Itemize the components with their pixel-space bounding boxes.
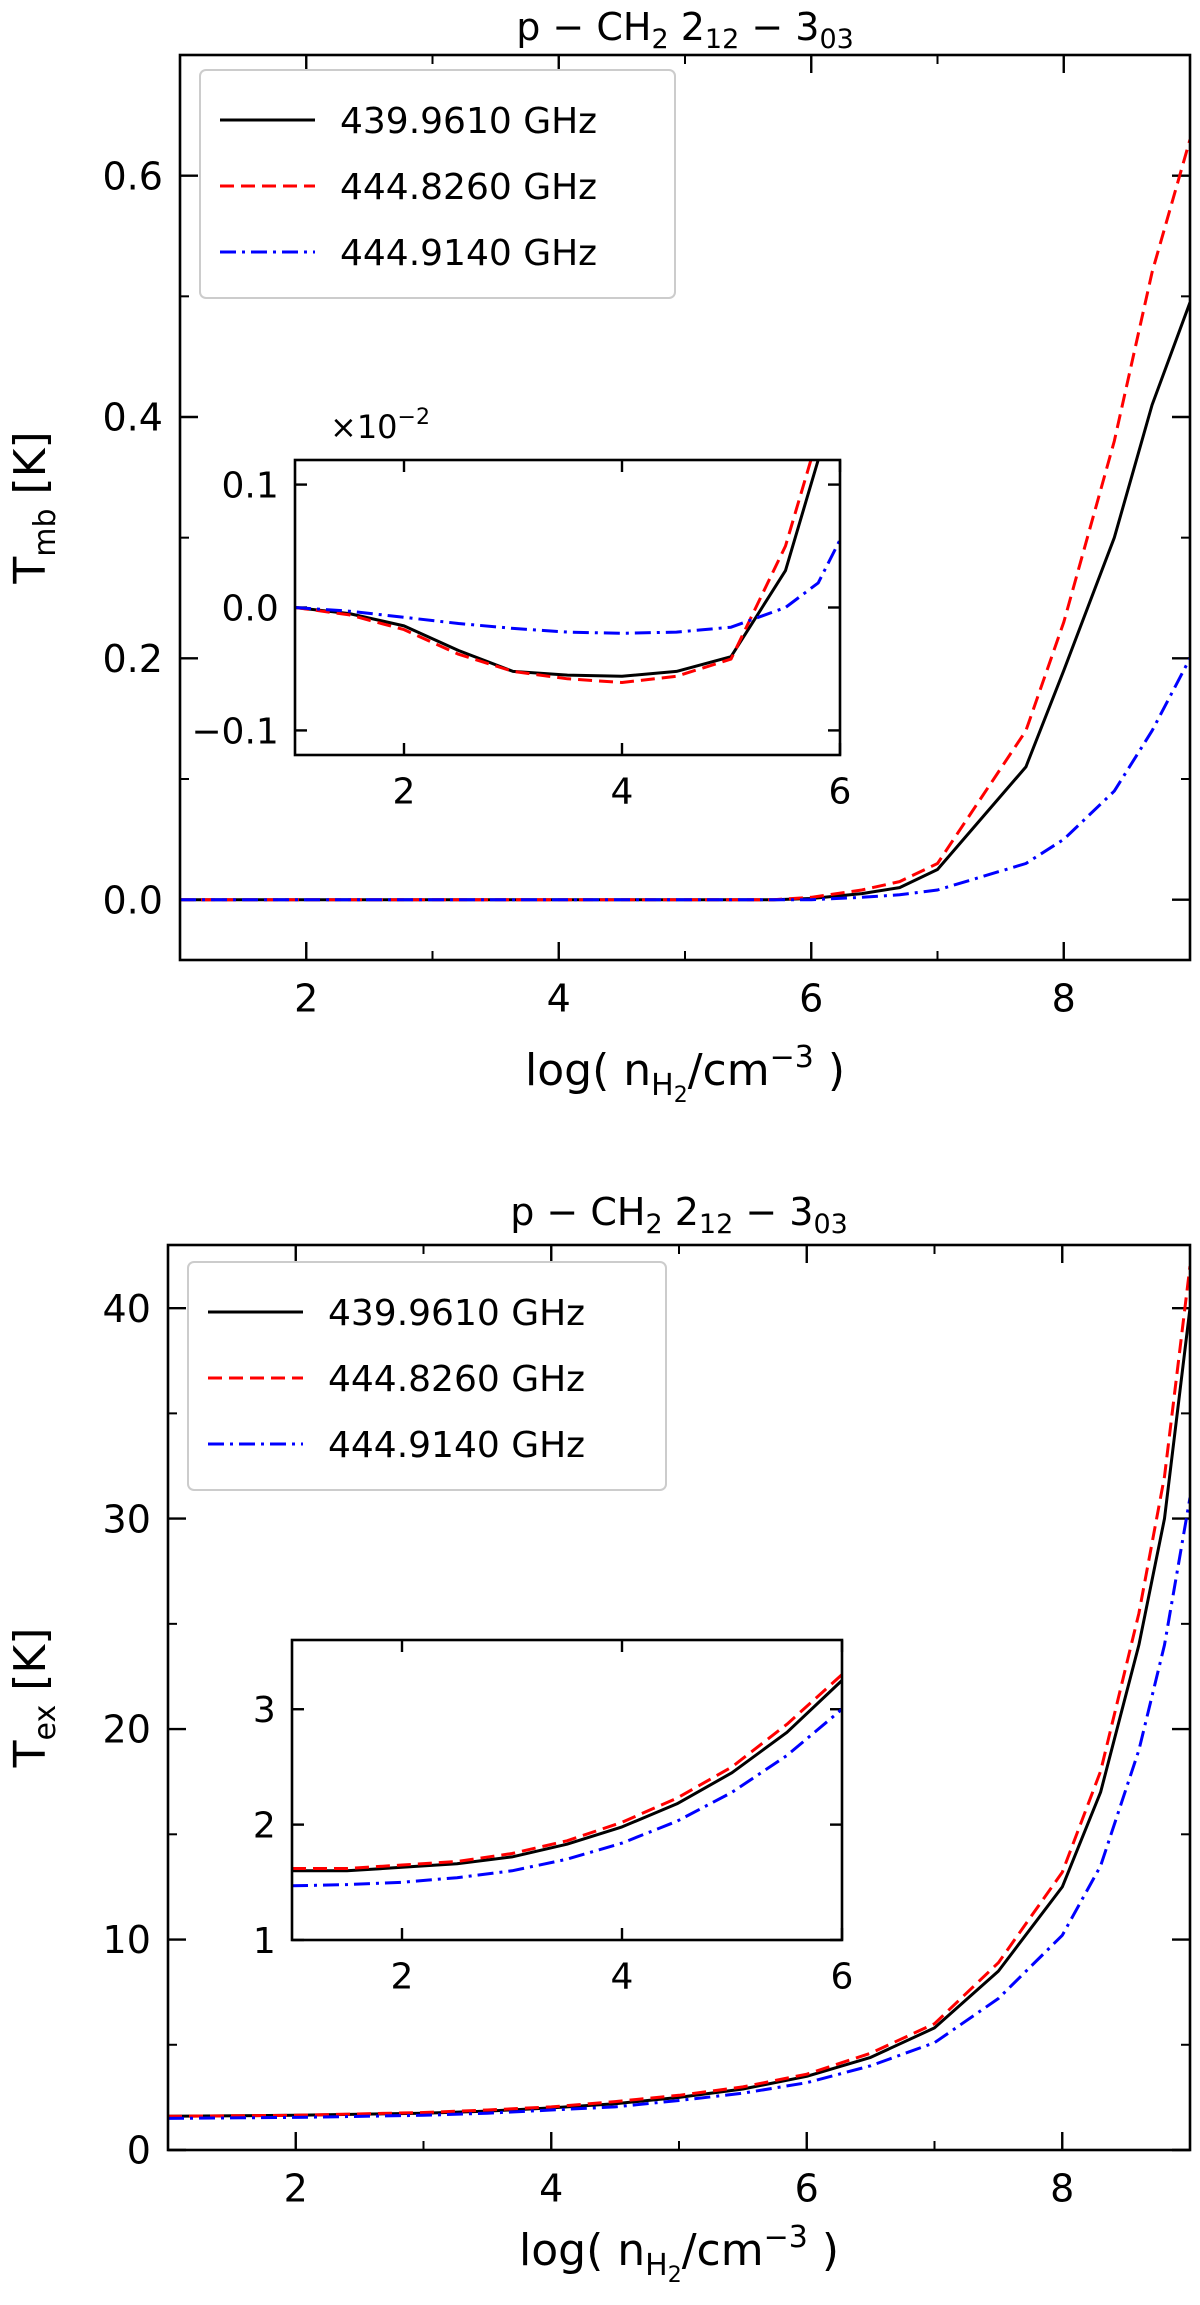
inset-scale-label: ×10−2 [330, 405, 430, 446]
main-x-tick-label: 8 [1050, 2166, 1074, 2210]
main-x-tick-label: 6 [799, 976, 823, 1020]
main-x-tick-label: 4 [539, 2166, 563, 2210]
inset-x-tick-label: 2 [393, 772, 416, 813]
chart-title: p − CH2 212 − 303 [510, 1190, 848, 1240]
inset-y-tick-label: −0.1 [191, 711, 278, 752]
main-y-tick-label: 0.4 [102, 396, 162, 440]
main-y-tick-label: 40 [103, 1287, 151, 1331]
plot-frame [166, 1243, 1192, 2152]
inset-tex-series-line-1 [292, 1679, 842, 1873]
legend: 439.9610 GHz 444.8260 GHz 444.9140 GHz [187, 1261, 667, 1491]
x-axis-label: log( nH2/cm−3 ) [525, 1040, 845, 1108]
legend: 439.9610 GHz 444.8260 GHz 444.9140 GHz [199, 69, 676, 299]
inset-y-tick-label: 0.1 [222, 466, 279, 507]
main-y-tick-label: 0.0 [102, 878, 162, 922]
main-y-tick-label: 0 [127, 2129, 151, 2173]
inset-y-tick-label: 1 [253, 1921, 276, 1962]
main-tex-series-line-3 [168, 1497, 1190, 2120]
inset-x-tick-label: 4 [611, 1957, 634, 1998]
main-y-tick-label: 20 [103, 1708, 151, 1752]
chart-title: p − CH2 212 − 303 [516, 5, 854, 55]
main-tmb-series-line-2 [180, 139, 1190, 902]
main-x-tick-label: 8 [1052, 976, 1076, 1020]
inset-x-tick-label: 6 [829, 772, 852, 813]
legend-label-2: 444.8260 GHz [328, 1359, 585, 1400]
inset-background [292, 1640, 842, 1940]
main-y-tick-label: 10 [103, 1918, 151, 1962]
legend-label-2: 444.8260 GHz [340, 167, 597, 208]
inset-frame [293, 458, 842, 757]
inset-tmb-series-line-1 [295, 460, 820, 678]
inset-chart: 2 4 6 1 2 3 [253, 1638, 854, 1998]
chart-panel-tex: p − CH2 212 − 303 2 4 6 8 0 10 20 30 40 log( nH2/c… [5, 1190, 1192, 2288]
legend-label-1: 439.9610 GHz [340, 101, 597, 142]
inset-tmb-series-line-2 [295, 460, 813, 684]
main-x-tick-label: 2 [284, 2166, 308, 2210]
inset-x-tick-label: 4 [611, 772, 634, 813]
inset-frame [290, 1638, 844, 1942]
inset-y-tick-label: 0.0 [222, 588, 279, 629]
inset-chart: 2 4 6 −0.1 0.0 0.1 ×10−2 [191, 405, 852, 813]
y-axis-label: Tex [K] [5, 1628, 63, 1769]
inset-y-tick-label: 3 [253, 1690, 276, 1731]
inset-background [295, 460, 840, 755]
main-x-tick-label: 6 [795, 2166, 819, 2210]
chart-panel-tmb: p − CH2 212 − 303 2 4 6 8 0.0 0.2 0.4 0.6 log( nH… [5, 5, 1192, 1108]
inset-tex-series-line-2 [292, 1673, 842, 1870]
main-y-tick-label: 0.2 [102, 637, 162, 681]
main-x-tick-label: 2 [294, 976, 318, 1020]
inset-x-tick-label: 6 [831, 1957, 854, 1998]
main-y-tick-label: 30 [103, 1497, 151, 1541]
plot-frame [178, 53, 1192, 962]
main-tex-series-line-2 [168, 1265, 1190, 2118]
main-x-tick-label: 4 [547, 976, 571, 1020]
inset-tmb-series-line-3 [295, 539, 840, 635]
inset-y-tick-label: 2 [253, 1806, 276, 1847]
main-tmb-series-line-3 [180, 657, 1190, 902]
inset-x-tick-label: 2 [391, 1957, 414, 1998]
legend-label-3: 444.9140 GHz [328, 1425, 585, 1466]
legend-frame [199, 69, 676, 299]
legend-frame [187, 1261, 667, 1491]
legend-label-3: 444.9140 GHz [340, 233, 597, 274]
x-axis-label: log( nH2/cm−3 ) [519, 2220, 839, 2288]
main-y-tick-label: 0.6 [102, 154, 162, 198]
inset-tex-series-line-3 [292, 1708, 842, 1888]
legend-label-1: 439.9610 GHz [328, 1293, 585, 1334]
y-axis-label: Tmb [K] [5, 431, 63, 584]
